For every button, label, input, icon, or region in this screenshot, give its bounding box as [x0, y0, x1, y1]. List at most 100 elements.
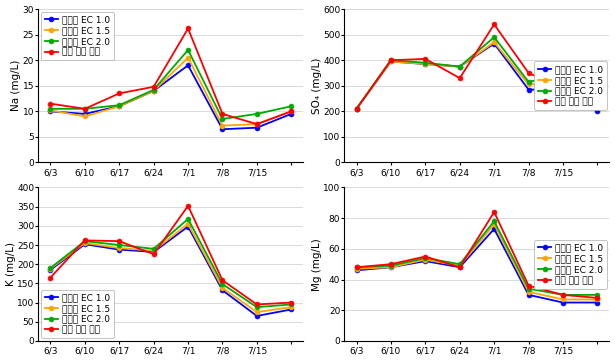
Legend: 혼합액 EC 1.0, 혼합액 EC 1.5, 혼합액 EC 2.0, 배액 전량 사용: 혼합액 EC 1.0, 혼합액 EC 1.5, 혼합액 EC 2.0, 배액 전…	[41, 12, 114, 60]
혼합액 EC 1.0	[219, 288, 226, 292]
Y-axis label: SO₄ (mg/L): SO₄ (mg/L)	[312, 57, 322, 114]
배액 전량 사용	[456, 265, 464, 269]
Line: 혼합액 EC 1.0: 혼합액 EC 1.0	[354, 226, 600, 305]
혼합액 EC 2.0	[253, 112, 261, 116]
혼합액 EC 1.5	[184, 56, 192, 60]
배액 전량 사용	[387, 58, 395, 62]
혼합액 EC 1.0	[219, 127, 226, 131]
혼합액 EC 1.0	[559, 300, 566, 305]
배액 전량 사용	[525, 71, 532, 75]
혼합액 EC 2.0	[387, 58, 395, 62]
배액 전량 사용	[491, 210, 498, 214]
혼합액 EC 1.0	[456, 265, 464, 269]
배액 전량 사용	[353, 265, 360, 269]
배액 전량 사용	[593, 296, 601, 300]
혼합액 EC 1.5	[81, 114, 89, 119]
혼합액 EC 1.5	[491, 40, 498, 44]
Line: 배액 전량 사용: 배액 전량 사용	[354, 210, 600, 300]
혼합액 EC 2.0	[219, 117, 226, 121]
Line: 혼합액 EC 1.5: 혼합액 EC 1.5	[354, 222, 600, 302]
혼합액 EC 1.0	[288, 112, 295, 116]
배액 전량 사용	[491, 22, 498, 27]
배액 전량 사용	[456, 76, 464, 80]
혼합액 EC 1.0	[253, 126, 261, 130]
배액 전량 사용	[253, 122, 261, 126]
혼합액 EC 1.0	[116, 104, 123, 108]
Line: 혼합액 EC 2.0: 혼합액 EC 2.0	[48, 48, 294, 121]
Y-axis label: Mg (mg/L): Mg (mg/L)	[312, 238, 322, 291]
혼합액 EC 1.5	[387, 265, 395, 269]
혼합액 EC 1.0	[456, 64, 464, 69]
Legend: 혼합액 EC 1.0, 혼합액 EC 1.5, 혼합액 EC 2.0, 배액 전량 사용: 혼합액 EC 1.0, 혼합액 EC 1.5, 혼합액 EC 2.0, 배액 전…	[41, 290, 114, 338]
배액 전량 사용	[219, 278, 226, 282]
혼합액 EC 2.0	[253, 305, 261, 309]
혼합액 EC 1.0	[491, 227, 498, 231]
혼합액 EC 2.0	[184, 217, 192, 221]
혼합액 EC 1.0	[593, 109, 601, 113]
혼합액 EC 1.5	[456, 264, 464, 268]
배액 전량 사용	[81, 106, 89, 111]
혼합액 EC 2.0	[150, 88, 157, 92]
혼합액 EC 1.5	[81, 241, 89, 245]
배액 전량 사용	[387, 262, 395, 266]
Line: 혼합액 EC 1.0: 혼합액 EC 1.0	[48, 224, 294, 318]
혼합액 EC 1.0	[116, 247, 123, 252]
혼합액 EC 1.5	[456, 64, 464, 69]
혼합액 EC 1.0	[422, 62, 429, 66]
배액 전량 사용	[150, 252, 157, 256]
혼합액 EC 1.5	[184, 222, 192, 226]
혼합액 EC 1.5	[422, 257, 429, 262]
혼합액 EC 1.5	[353, 106, 360, 111]
혼합액 EC 1.5	[422, 62, 429, 66]
배액 전량 사용	[116, 239, 123, 243]
혼합액 EC 1.5	[525, 290, 532, 294]
Line: 혼합액 EC 1.5: 혼합액 EC 1.5	[354, 40, 600, 111]
혼합액 EC 1.0	[387, 59, 395, 64]
혼합액 EC 1.0	[525, 293, 532, 297]
혼합액 EC 1.0	[253, 314, 261, 318]
배액 전량 사용	[219, 112, 226, 116]
Line: 혼합액 EC 1.5: 혼합액 EC 1.5	[48, 55, 294, 128]
혼합액 EC 2.0	[116, 103, 123, 107]
혼합액 EC 2.0	[219, 282, 226, 286]
혼합액 EC 1.5	[288, 109, 295, 113]
혼합액 EC 1.5	[47, 267, 54, 271]
혼합액 EC 1.0	[81, 112, 89, 116]
배액 전량 사용	[525, 283, 532, 288]
혼합액 EC 1.5	[219, 286, 226, 290]
혼합액 EC 2.0	[559, 293, 566, 297]
혼합액 EC 2.0	[525, 287, 532, 291]
Line: 혼합액 EC 1.0: 혼합액 EC 1.0	[48, 63, 294, 132]
배액 전량 사용	[593, 100, 601, 105]
혼합액 EC 1.0	[387, 265, 395, 269]
혼합액 EC 1.0	[150, 89, 157, 93]
배액 전량 사용	[116, 91, 123, 96]
혼합액 EC 1.0	[593, 300, 601, 305]
혼합액 EC 2.0	[81, 239, 89, 243]
혼합액 EC 1.5	[150, 249, 157, 253]
Legend: 혼합액 EC 1.0, 혼합액 EC 1.5, 혼합액 EC 2.0, 배액 전량 사용: 혼합액 EC 1.0, 혼합액 EC 1.5, 혼합액 EC 2.0, 배액 전…	[534, 61, 607, 110]
혼합액 EC 1.5	[491, 222, 498, 226]
혼합액 EC 1.0	[525, 87, 532, 92]
Line: 혼합액 EC 2.0: 혼합액 EC 2.0	[354, 219, 600, 297]
혼합액 EC 2.0	[353, 106, 360, 111]
혼합액 EC 2.0	[593, 99, 601, 103]
혼합액 EC 2.0	[456, 64, 464, 69]
배액 전량 사용	[184, 26, 192, 31]
배액 전량 사용	[422, 255, 429, 259]
배액 전량 사용	[150, 84, 157, 89]
혼합액 EC 1.5	[116, 104, 123, 108]
배액 전량 사용	[559, 293, 566, 297]
혼합액 EC 1.5	[253, 310, 261, 314]
혼합액 EC 1.5	[559, 297, 566, 302]
혼합액 EC 2.0	[288, 302, 295, 306]
혼합액 EC 1.0	[184, 63, 192, 68]
혼합액 EC 2.0	[81, 106, 89, 111]
혼합액 EC 1.0	[47, 268, 54, 272]
Line: 혼합액 EC 2.0: 혼합액 EC 2.0	[48, 217, 294, 310]
혼합액 EC 2.0	[422, 256, 429, 260]
배액 전량 사용	[81, 238, 89, 243]
Line: 혼합액 EC 2.0: 혼합액 EC 2.0	[354, 35, 600, 111]
배액 전량 사용	[288, 109, 295, 113]
혼합액 EC 1.0	[353, 106, 360, 111]
